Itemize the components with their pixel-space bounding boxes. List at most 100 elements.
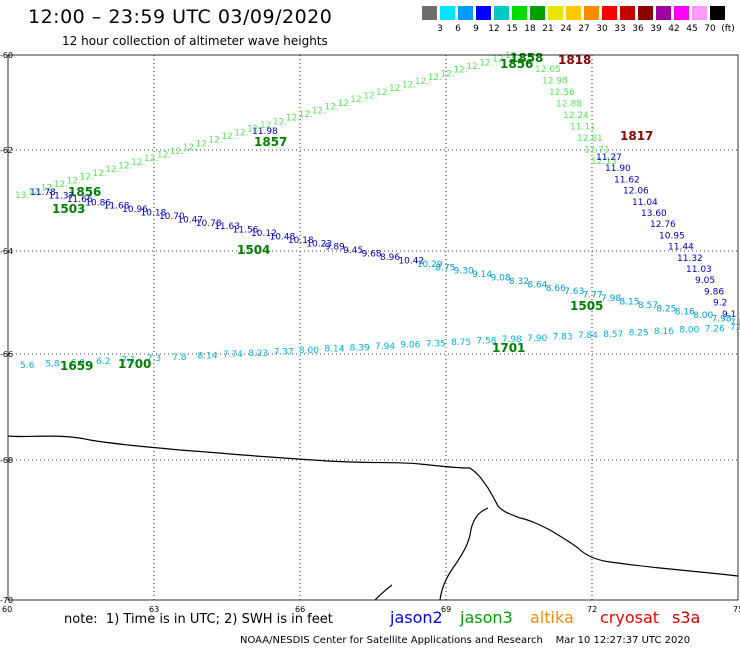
- page-subtitle: 12 hour collection of altimeter wave hei…: [62, 34, 328, 48]
- upper-track-value: 13.: [15, 191, 29, 201]
- middle-track-value: 8.57: [638, 301, 658, 311]
- lower-track-value: 7.37: [274, 347, 294, 357]
- time-label: 1700: [118, 357, 151, 371]
- upper-track-value: 12.: [41, 184, 55, 194]
- lower-track-value: 8.25: [629, 328, 649, 338]
- lower-track-value: 8.14: [198, 352, 218, 362]
- middle-track-value: 10.42: [398, 256, 424, 266]
- lon-tick-label: 72: [587, 605, 597, 614]
- colorbar-label: 30: [596, 24, 608, 34]
- lower-track-value: 8.16: [654, 327, 674, 337]
- middle-track-value: 10.12: [251, 229, 277, 239]
- upper-track-value: 12.: [466, 62, 480, 72]
- lat-tick-label: -70: [0, 596, 13, 605]
- middle-track-value: 8.66: [546, 284, 566, 294]
- upper-track-value: 12.: [350, 95, 364, 105]
- colorbar-swatch: [602, 6, 617, 20]
- colorbar-label: 36: [632, 24, 644, 34]
- colorbar-label: 70: [704, 24, 716, 34]
- lower-track-value: 8.00: [679, 326, 699, 336]
- right-blue-value: 12.06: [623, 187, 649, 197]
- middle-track-value: 10.18: [141, 209, 167, 219]
- right-track-value: 12.81: [577, 134, 603, 144]
- colorbar-swatch: [692, 6, 707, 20]
- coastline-bay: [374, 584, 393, 601]
- lower-track-value: 7.35: [426, 339, 446, 349]
- colorbar-swatch: [710, 6, 725, 20]
- lower-track-value: 7.8: [730, 323, 740, 333]
- time-label: 1503: [52, 202, 85, 216]
- satellite-legend-jason3: jason3: [460, 608, 513, 627]
- upper-track-value: 12.: [286, 114, 300, 124]
- colorbar-label: 24: [560, 24, 572, 34]
- colorbar-swatch: [422, 6, 437, 20]
- lower-track-value: 6.0: [71, 358, 86, 368]
- upper-track-value: 12.: [479, 58, 493, 68]
- upper-track-value: 12.: [389, 84, 403, 94]
- upper-track-value: 12.: [131, 158, 145, 168]
- right-blue-value: 11.44: [668, 243, 694, 253]
- legend-note: note: 1) Time is in UTC; 2) SWH is in fe…: [64, 612, 333, 627]
- upper-track-value: 12.: [157, 150, 171, 160]
- right-track-value: 12.98: [542, 77, 568, 87]
- upper-track-value: 12.: [183, 143, 197, 153]
- colorbar-swatch: [548, 6, 563, 20]
- middle-track-value: 9.68: [362, 250, 382, 260]
- lower-track-value: 7.58: [476, 337, 496, 347]
- lower-track-value: 7.8: [172, 353, 187, 363]
- middle-track-value: 10.78: [196, 219, 222, 229]
- lower-track-value: 6.2: [96, 357, 110, 367]
- middle-track-value: 7.98: [601, 294, 621, 304]
- middle-track-value: 11.56: [233, 226, 259, 236]
- colorbar-swatch: [494, 6, 509, 20]
- middle-track-value: 11.66: [67, 195, 93, 205]
- upper-track-value: 12.: [402, 80, 416, 90]
- right-blue-value: 13.60: [641, 209, 667, 219]
- upper-track-value: 12.: [260, 121, 274, 131]
- time-label: 1504: [237, 243, 270, 257]
- upper-track-value: 12.: [337, 99, 351, 109]
- middle-track-value: 10.70: [159, 212, 185, 222]
- colorbar-label: 12: [488, 24, 500, 34]
- upper-track-value: 12.: [376, 88, 390, 98]
- right-track-value: 12.71: [584, 146, 610, 156]
- lower-track-value: 8.23: [248, 349, 268, 359]
- lower-track-value: 7.83: [553, 333, 573, 343]
- satellite-legend-cryosat: cryosat: [600, 608, 660, 627]
- upper-track-value: 12.: [196, 139, 210, 149]
- upper-track-value: 12.: [54, 180, 68, 190]
- lon-tick-label: 66: [295, 605, 305, 614]
- time-label: 1858: [510, 51, 543, 65]
- middle-track-value: 8.75: [435, 263, 455, 273]
- middle-track-value: 7.98: [712, 315, 732, 325]
- middle-track-value: 11.37: [48, 191, 74, 201]
- middle-track-value: 11.68: [104, 202, 130, 212]
- right-track-value: 12.13: [591, 157, 617, 167]
- middle-track-value: 8.25: [656, 304, 676, 314]
- lower-track-value: 8.75: [451, 338, 471, 348]
- cryosat-time-label: 1817: [620, 129, 653, 143]
- upper-track-value: 12.: [144, 154, 158, 164]
- right-blue-value: 11.62: [614, 175, 640, 185]
- plot-frame: [7, 54, 739, 601]
- lat-tick-label: -64: [0, 247, 13, 256]
- upper-track-value: 12.: [453, 66, 467, 76]
- upper-track-value: 12.: [428, 73, 442, 83]
- upper-track-value: 12.: [324, 103, 338, 113]
- colorbar-label: 18: [524, 24, 536, 34]
- right-track-value: 12.56: [549, 88, 575, 98]
- colorbar-unit: (ft): [721, 24, 735, 34]
- upper-track-value: 12.: [221, 132, 235, 142]
- lower-track-value: 7.98: [502, 335, 522, 345]
- satellite-legend-s3a: s3a: [672, 608, 701, 627]
- colorbar-label: 39: [650, 24, 662, 34]
- lower-track-value: 8.39: [350, 343, 370, 353]
- middle-track-value: 10.48: [269, 232, 295, 242]
- cryosat-time-label: 1818: [558, 53, 591, 67]
- lower-track-value: 7.94: [375, 342, 395, 352]
- right-blue-value: 9.86: [704, 287, 724, 297]
- colorbar-swatch: [674, 6, 689, 20]
- colorbar-label: 15: [506, 24, 518, 34]
- coastline: [7, 435, 739, 577]
- lat-tick-label: -68: [0, 456, 13, 465]
